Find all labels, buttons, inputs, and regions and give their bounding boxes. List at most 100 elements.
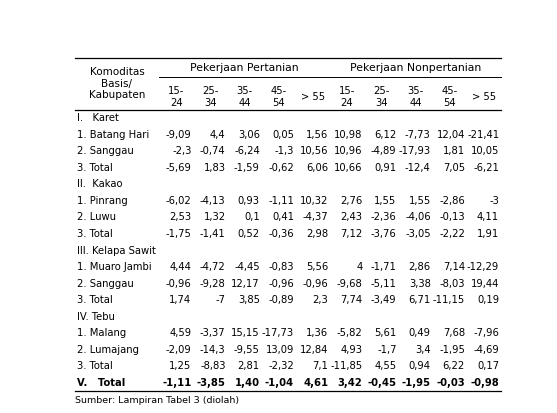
Text: 2,76: 2,76 xyxy=(340,196,363,206)
Text: Komoditas
Basis/
Kabupaten: Komoditas Basis/ Kabupaten xyxy=(89,67,145,100)
Text: 1,83: 1,83 xyxy=(204,163,226,173)
Text: 7,14: 7,14 xyxy=(443,262,465,272)
Text: 1. Pinrang: 1. Pinrang xyxy=(76,196,128,206)
Text: -8,03: -8,03 xyxy=(439,279,465,289)
Text: 35-
44: 35- 44 xyxy=(407,86,423,108)
Text: II.  Kakao: II. Kakao xyxy=(76,179,122,190)
Text: -1,75: -1,75 xyxy=(165,229,192,239)
Text: 3. Total: 3. Total xyxy=(76,229,113,239)
Text: 0,49: 0,49 xyxy=(409,328,431,338)
Text: 0,41: 0,41 xyxy=(272,212,294,223)
Text: 1,55: 1,55 xyxy=(408,196,431,206)
Text: 4,4: 4,4 xyxy=(210,130,226,140)
Text: 3,38: 3,38 xyxy=(409,279,431,289)
Text: 3. Total: 3. Total xyxy=(76,361,113,371)
Text: -14,3: -14,3 xyxy=(200,345,226,355)
Text: 3. Total: 3. Total xyxy=(76,295,113,305)
Text: 1,91: 1,91 xyxy=(477,229,499,239)
Text: 5,56: 5,56 xyxy=(306,262,328,272)
Text: 7,12: 7,12 xyxy=(340,229,363,239)
Text: -0,45: -0,45 xyxy=(368,378,397,388)
Text: 1. Batang Hari: 1. Batang Hari xyxy=(76,130,149,140)
Text: -1,71: -1,71 xyxy=(371,262,397,272)
Text: -3,37: -3,37 xyxy=(200,328,226,338)
Text: 0,94: 0,94 xyxy=(409,361,431,371)
Text: 1,25: 1,25 xyxy=(169,361,192,371)
Text: -0,96: -0,96 xyxy=(268,279,294,289)
Text: 4,11: 4,11 xyxy=(477,212,499,223)
Text: III. Kelapa Sawit: III. Kelapa Sawit xyxy=(76,246,155,256)
Text: -4,72: -4,72 xyxy=(200,262,226,272)
Text: 1. Muaro Jambi: 1. Muaro Jambi xyxy=(76,262,151,272)
Text: -4,37: -4,37 xyxy=(302,212,328,223)
Text: 4: 4 xyxy=(356,262,363,272)
Text: 2,86: 2,86 xyxy=(409,262,431,272)
Text: 25-
34: 25- 34 xyxy=(202,86,218,108)
Text: 2,98: 2,98 xyxy=(306,229,328,239)
Text: -0,96: -0,96 xyxy=(302,279,328,289)
Text: -1,95: -1,95 xyxy=(402,378,431,388)
Text: -1,7: -1,7 xyxy=(377,345,397,355)
Text: -0,03: -0,03 xyxy=(436,378,465,388)
Text: > 55: > 55 xyxy=(472,92,496,102)
Text: 1,81: 1,81 xyxy=(443,146,465,157)
Text: -1,95: -1,95 xyxy=(439,345,465,355)
Text: -6,21: -6,21 xyxy=(473,163,499,173)
Text: I.   Karet: I. Karet xyxy=(76,113,119,123)
Text: 3,06: 3,06 xyxy=(238,130,260,140)
Text: -1,41: -1,41 xyxy=(200,229,226,239)
Text: 7,74: 7,74 xyxy=(340,295,363,305)
Text: 1. Malang: 1. Malang xyxy=(76,328,126,338)
Text: -0,98: -0,98 xyxy=(471,378,499,388)
Text: -0,83: -0,83 xyxy=(268,262,294,272)
Text: 12,04: 12,04 xyxy=(437,130,465,140)
Text: -12,4: -12,4 xyxy=(405,163,431,173)
Text: IV. Tebu: IV. Tebu xyxy=(76,312,114,322)
Text: 13,09: 13,09 xyxy=(266,345,294,355)
Text: 10,56: 10,56 xyxy=(300,146,328,157)
Text: 0,93: 0,93 xyxy=(238,196,260,206)
Text: 25-
34: 25- 34 xyxy=(373,86,389,108)
Text: -0,89: -0,89 xyxy=(268,295,294,305)
Text: 15-
24: 15- 24 xyxy=(168,86,184,108)
Text: Sumber: Lampiran Tabel 3 (diolah): Sumber: Lampiran Tabel 3 (diolah) xyxy=(75,396,239,404)
Text: -1,3: -1,3 xyxy=(275,146,294,157)
Text: -6,24: -6,24 xyxy=(234,146,260,157)
Text: -2,86: -2,86 xyxy=(439,196,465,206)
Text: > 55: > 55 xyxy=(301,92,325,102)
Text: Pekerjaan Pertanian: Pekerjaan Pertanian xyxy=(190,63,299,73)
Text: 5,61: 5,61 xyxy=(374,328,397,338)
Text: -9,28: -9,28 xyxy=(200,279,226,289)
Text: -2,09: -2,09 xyxy=(165,345,192,355)
Text: -5,69: -5,69 xyxy=(165,163,192,173)
Text: 6,12: 6,12 xyxy=(374,130,397,140)
Text: -2,32: -2,32 xyxy=(268,361,294,371)
Text: 10,98: 10,98 xyxy=(334,130,363,140)
Text: 0,1: 0,1 xyxy=(244,212,260,223)
Text: 0,91: 0,91 xyxy=(374,163,397,173)
Text: 45-
54: 45- 54 xyxy=(442,86,458,108)
Text: 12,84: 12,84 xyxy=(300,345,328,355)
Text: -2,36: -2,36 xyxy=(371,212,397,223)
Text: -0,36: -0,36 xyxy=(268,229,294,239)
Text: 2. Luwu: 2. Luwu xyxy=(76,212,115,223)
Text: 7,1: 7,1 xyxy=(312,361,328,371)
Text: 2. Sanggau: 2. Sanggau xyxy=(76,279,133,289)
Text: -7,73: -7,73 xyxy=(405,130,431,140)
Text: -3,49: -3,49 xyxy=(371,295,397,305)
Text: 3,85: 3,85 xyxy=(238,295,260,305)
Text: -11,15: -11,15 xyxy=(433,295,465,305)
Text: -3,05: -3,05 xyxy=(405,229,431,239)
Text: -2,22: -2,22 xyxy=(439,229,465,239)
Text: 12,17: 12,17 xyxy=(231,279,260,289)
Text: V.   Total: V. Total xyxy=(76,378,125,388)
Text: 3,4: 3,4 xyxy=(415,345,431,355)
Text: -4,13: -4,13 xyxy=(200,196,226,206)
Text: -0,62: -0,62 xyxy=(268,163,294,173)
Text: 2,43: 2,43 xyxy=(340,212,363,223)
Text: -9,55: -9,55 xyxy=(234,345,260,355)
Text: 7,68: 7,68 xyxy=(443,328,465,338)
Text: 15,15: 15,15 xyxy=(231,328,260,338)
Text: 0,17: 0,17 xyxy=(477,361,499,371)
Text: -8,83: -8,83 xyxy=(200,361,226,371)
